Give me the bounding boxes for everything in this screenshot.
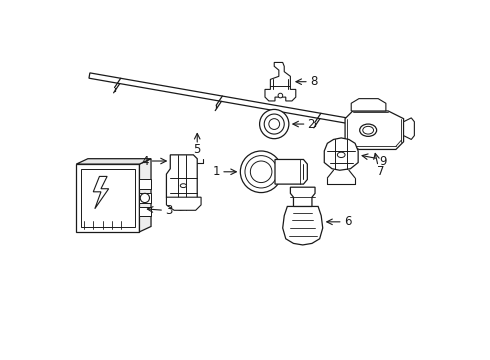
Text: 7: 7 [377, 165, 384, 177]
Circle shape [278, 93, 283, 98]
Circle shape [269, 119, 280, 130]
Bar [81, 169, 135, 227]
Ellipse shape [363, 126, 373, 134]
Ellipse shape [180, 184, 187, 188]
Polygon shape [345, 111, 404, 149]
Circle shape [241, 151, 282, 193]
Polygon shape [275, 159, 307, 184]
Bar [140, 193, 151, 203]
Circle shape [245, 156, 277, 188]
Circle shape [260, 109, 289, 139]
Polygon shape [324, 138, 358, 170]
Polygon shape [89, 73, 398, 132]
Polygon shape [351, 99, 386, 111]
Text: 1: 1 [213, 165, 220, 178]
Text: 2: 2 [307, 118, 315, 131]
Bar [140, 180, 151, 189]
Polygon shape [291, 187, 315, 206]
Polygon shape [283, 206, 323, 245]
Bar [76, 164, 140, 232]
Text: 6: 6 [343, 215, 351, 228]
Bar [140, 207, 151, 216]
Circle shape [140, 193, 149, 203]
Polygon shape [93, 176, 109, 209]
Text: 4: 4 [141, 154, 148, 167]
Text: 9: 9 [379, 154, 387, 167]
Text: 5: 5 [194, 143, 201, 156]
Ellipse shape [360, 124, 377, 136]
Circle shape [264, 114, 284, 134]
Text: 3: 3 [165, 204, 172, 217]
Polygon shape [76, 159, 151, 164]
Text: 8: 8 [310, 75, 317, 88]
Polygon shape [265, 62, 296, 101]
Polygon shape [167, 197, 201, 210]
Ellipse shape [337, 152, 345, 158]
Polygon shape [140, 159, 151, 232]
Circle shape [250, 161, 272, 183]
Polygon shape [167, 155, 197, 210]
Polygon shape [404, 118, 415, 139]
